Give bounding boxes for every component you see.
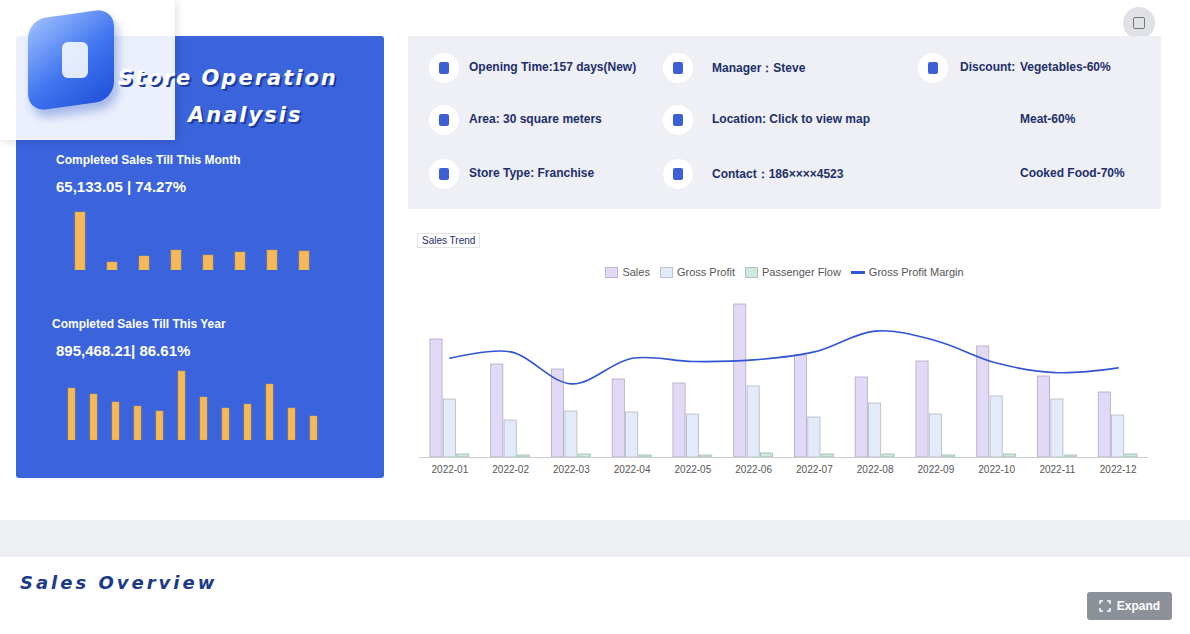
html-text:Sales Trend: Sales Trend	[422, 235, 476, 246]
svg-text:2022-04: 2022-04	[614, 464, 651, 475]
html-text:Manager：Steve: Manager：Steve	[712, 61, 806, 75]
svg-text:2022-08: 2022-08	[857, 464, 894, 475]
svg-text:2022-01: 2022-01	[432, 464, 469, 475]
html-text:Opening Time:157 days(New): Opening Time:157 days(New)	[469, 60, 637, 74]
html-text:Expand: Expand	[1116, 599, 1161, 613]
html-text:Contact：186××××4523: Contact：186××××4523	[712, 167, 844, 181]
html-text:Cooked Food-70%: Cooked Food-70%	[1020, 166, 1125, 180]
svg-text:2022-02: 2022-02	[492, 464, 529, 475]
html-text:65,133.05 | 74.27%: 65,133.05 | 74.27%	[56, 178, 187, 195]
html-text:Gross Profit: Gross Profit	[676, 266, 735, 278]
svg-text:2022-07: 2022-07	[796, 464, 833, 475]
svg-text:2022-11: 2022-11	[1039, 464, 1075, 475]
html-text:Completed Sales Till This Year: Completed Sales Till This Year	[52, 317, 226, 331]
svg-text:2022-10: 2022-10	[978, 464, 1015, 475]
svg-text:2022-06: 2022-06	[735, 464, 772, 475]
svg-text:2022-05: 2022-05	[675, 464, 712, 475]
html-text:Area: 30 square meters: Area: 30 square meters	[469, 112, 602, 126]
html-text:Sales Overview: Sales Overview	[20, 572, 218, 593]
html-text:Gross Profit Margin: Gross Profit Margin	[868, 266, 964, 278]
html-text:895,468.21| 86.61%: 895,468.21| 86.61%	[56, 342, 191, 359]
svg-text:2022-03: 2022-03	[553, 464, 590, 475]
svg-text:2022-12: 2022-12	[1100, 464, 1137, 475]
html-text:Passenger Flow: Passenger Flow	[762, 266, 841, 278]
html-text:Meat-60%: Meat-60%	[1020, 112, 1076, 126]
html-text:Location: Click to view map: Location: Click to view map	[712, 112, 870, 126]
html-text:Sales: Sales	[622, 266, 650, 278]
html-text:Store Operation: Store Operation	[118, 66, 338, 90]
html-text:Completed Sales Till This Mont: Completed Sales Till This Month	[56, 153, 241, 167]
html-text:Analysis: Analysis	[188, 103, 303, 127]
html-text:Discount: Vegetables-60%: Discount: Vegetables-60%	[960, 60, 1111, 74]
svg-text:2022-09: 2022-09	[918, 464, 955, 475]
html-text:Store Type: Franchise: Store Type: Franchise	[469, 166, 595, 180]
